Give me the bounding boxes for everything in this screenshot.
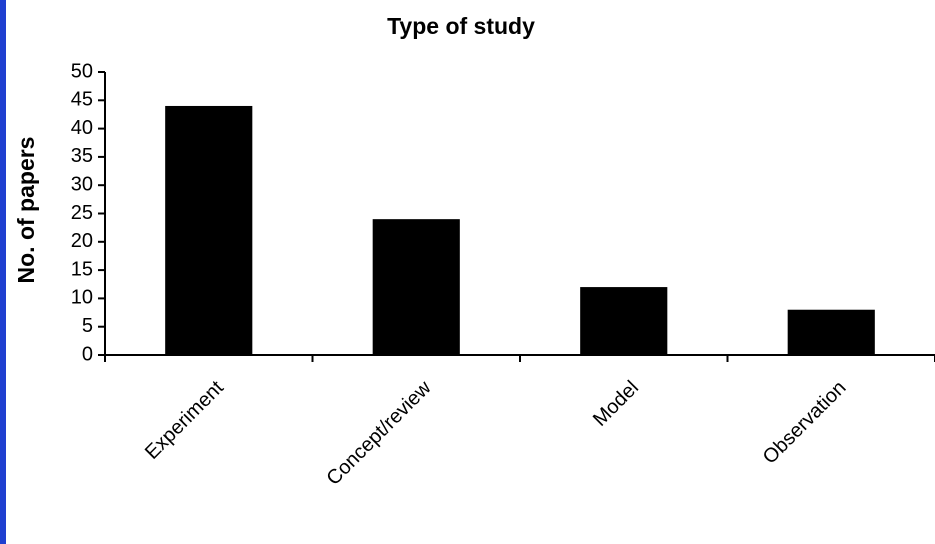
y-tick-label: 50: [71, 60, 93, 82]
y-tick-label: 35: [71, 145, 93, 167]
y-tick-label: 15: [71, 258, 93, 280]
bar: [580, 287, 668, 355]
bar: [165, 105, 253, 356]
y-axis-label: No. of papers: [13, 137, 39, 284]
chart-title: Type of study: [387, 13, 535, 39]
bar: [372, 219, 460, 355]
y-tick-label: 20: [71, 230, 93, 252]
y-tick-label: 5: [82, 315, 93, 337]
y-tick-label: 25: [71, 202, 93, 224]
window-edge: [0, 0, 6, 544]
y-tick-label: 40: [71, 117, 93, 139]
y-tick-label: 10: [71, 287, 93, 309]
y-tick-label: 0: [82, 343, 93, 365]
bar: [787, 309, 875, 355]
y-tick-label: 30: [71, 173, 93, 195]
y-tick-label: 45: [71, 89, 93, 111]
